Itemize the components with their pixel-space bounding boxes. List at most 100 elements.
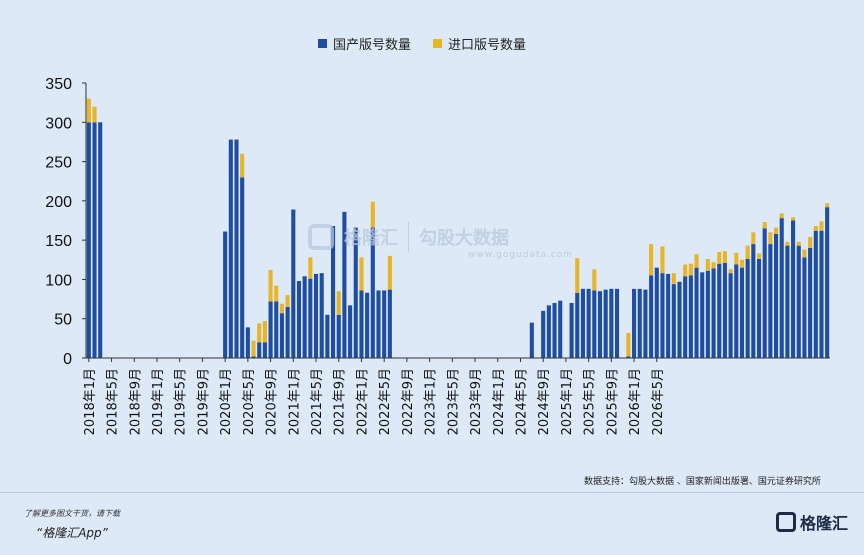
x-tick-label: 2020年9月 — [265, 368, 280, 435]
bar-domestic — [739, 267, 745, 358]
bar-domestic — [342, 211, 347, 358]
bar-domestic — [291, 209, 296, 358]
bar-imported — [762, 222, 767, 229]
bar-domestic — [677, 281, 682, 358]
bar-imported — [751, 232, 756, 245]
x-tick-label: 2025年1月 — [560, 368, 575, 435]
bar-domestic — [751, 244, 756, 358]
bar-domestic — [262, 342, 267, 358]
bar-domestic — [569, 303, 574, 358]
x-tick-label: 2019年5月 — [174, 368, 189, 435]
legend-label-imported: 进口版号数量 — [448, 38, 527, 53]
bar-imported — [825, 203, 830, 208]
bar-imported — [768, 232, 773, 245]
bar-domestic — [296, 281, 302, 358]
bar-domestic — [302, 276, 307, 358]
footer-divider — [0, 492, 864, 493]
bar-domestic — [546, 305, 551, 358]
bar-domestic — [348, 305, 353, 358]
legend-swatch-imported — [433, 39, 443, 48]
logo-icon — [775, 512, 796, 532]
legend: 国产版号数量 进口版号数量 — [318, 34, 526, 53]
footer-logo-text: 格隆汇 — [799, 514, 848, 533]
bar-domestic — [382, 290, 387, 358]
bar-domestic — [796, 245, 801, 358]
bar-imported — [791, 217, 796, 221]
bar-domestic — [580, 288, 585, 358]
bar-domestic — [705, 270, 710, 358]
bar-domestic — [694, 267, 699, 358]
bar-domestic — [711, 268, 716, 358]
bar-domestic — [717, 263, 722, 358]
bar-domestic — [756, 259, 762, 358]
bar-domestic — [331, 226, 336, 358]
y-tick-label: 300 — [45, 115, 72, 132]
bars — [86, 98, 830, 359]
x-tick-label: 2026年1月 — [628, 368, 643, 435]
bar-domestic — [240, 177, 245, 358]
bar-domestic — [779, 218, 784, 358]
bar-domestic — [813, 230, 818, 358]
bar-domestic — [734, 264, 739, 358]
bar-imported — [739, 259, 745, 268]
x-tick-label: 2023年5月 — [446, 368, 461, 435]
bar-domestic — [313, 273, 319, 358]
bar-imported — [734, 252, 739, 265]
bar-imported — [722, 251, 727, 263]
bar-imported — [779, 213, 784, 219]
bar-imported — [808, 237, 813, 248]
bar-imported — [336, 291, 341, 315]
bar-domestic — [308, 278, 313, 358]
x-tick-label: 2019年9月 — [196, 368, 211, 435]
x-tick-label: 2021年1月 — [287, 368, 302, 435]
x-tick-label: 2023年1月 — [424, 368, 439, 435]
bar-domestic — [609, 288, 614, 358]
bar-domestic — [365, 292, 370, 358]
bar-domestic — [86, 122, 91, 359]
bar-imported — [285, 295, 290, 307]
bar-domestic — [808, 248, 813, 358]
bar-domestic — [359, 290, 364, 358]
bar-domestic — [234, 139, 239, 358]
footer-logo: 格隆汇 — [775, 510, 848, 534]
bar-domestic — [688, 275, 693, 358]
bar-domestic — [700, 272, 705, 358]
bar-domestic — [819, 230, 824, 358]
y-tick-label: 250 — [45, 155, 72, 172]
bar-imported — [705, 259, 710, 271]
bar-domestic — [671, 284, 676, 358]
bar-domestic — [774, 233, 779, 358]
bar-imported — [359, 257, 364, 291]
x-tick-label: 2020年1月 — [219, 368, 234, 435]
watermark-logo-icon — [308, 224, 334, 250]
bar-imported — [813, 226, 818, 231]
bar-imported — [660, 246, 665, 274]
bar-imported — [279, 303, 284, 314]
bar-domestic — [654, 267, 659, 358]
x-tick-label: 2022年5月 — [378, 368, 393, 435]
bar-domestic — [552, 303, 557, 358]
bar-domestic — [632, 288, 637, 358]
y-tick-label: 150 — [45, 233, 72, 250]
bar-domestic — [722, 262, 727, 358]
y-tick-label: 0 — [63, 351, 72, 368]
bar-imported — [819, 221, 824, 231]
y-tick-label: 100 — [45, 272, 72, 289]
x-tick-label: 2024年1月 — [492, 368, 507, 435]
bar-domestic — [802, 257, 807, 358]
bar-domestic — [279, 313, 284, 358]
bar-domestic — [683, 276, 688, 358]
legend-item-imported: 进口版号数量 — [433, 34, 526, 53]
x-tick-label: 2018年1月 — [83, 368, 98, 435]
bar-imported — [711, 262, 716, 269]
bar-imported — [370, 201, 375, 228]
x-tick-label: 2020年5月 — [242, 368, 257, 435]
x-tick-label: 2022年9月 — [401, 368, 416, 435]
bar-domestic — [92, 122, 97, 359]
bar-imported — [626, 332, 631, 357]
bar-imported — [268, 270, 273, 302]
bar-domestic — [558, 300, 563, 358]
x-tick-label: 2025年5月 — [583, 368, 598, 435]
bar-imported — [756, 253, 762, 259]
